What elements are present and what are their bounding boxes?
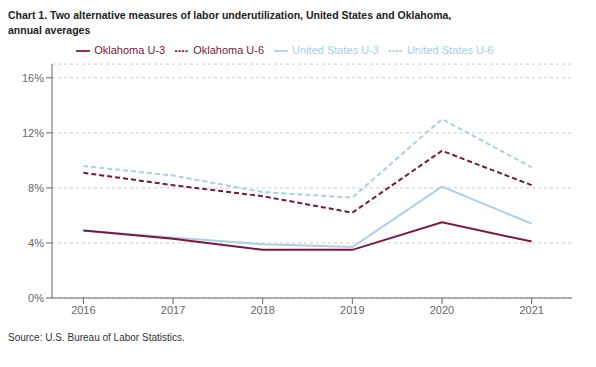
svg-text:16%: 16% [22,72,44,84]
html-text:Oklahoma U-6: Oklahoma U-6 [193,44,265,56]
html-text:Chart 1. Two alternative measu: Chart 1. Two alternative measures of lab… [8,9,452,21]
html-text:Oklahoma U-3: Oklahoma U-3 [94,44,166,56]
html-text:Source: U.S. Bureau of Labor S: Source: U.S. Bureau of Labor Statistics. [8,332,185,343]
svg-text:4%: 4% [28,237,44,249]
html-text:United States U-6: United States U-6 [406,44,494,56]
html-text:United States U-3: United States U-3 [292,44,379,56]
svg-text:2018: 2018 [250,304,274,316]
svg-text:2019: 2019 [340,304,364,316]
svg-text:0%: 0% [28,292,44,304]
svg-text:12%: 12% [22,127,44,139]
svg-text:2021: 2021 [519,304,543,316]
svg-text:2016: 2016 [71,304,95,316]
html-text:annual averages: annual averages [8,24,91,36]
svg-text:8%: 8% [28,182,44,194]
svg-text:2017: 2017 [161,304,185,316]
svg-text:2020: 2020 [430,304,454,316]
